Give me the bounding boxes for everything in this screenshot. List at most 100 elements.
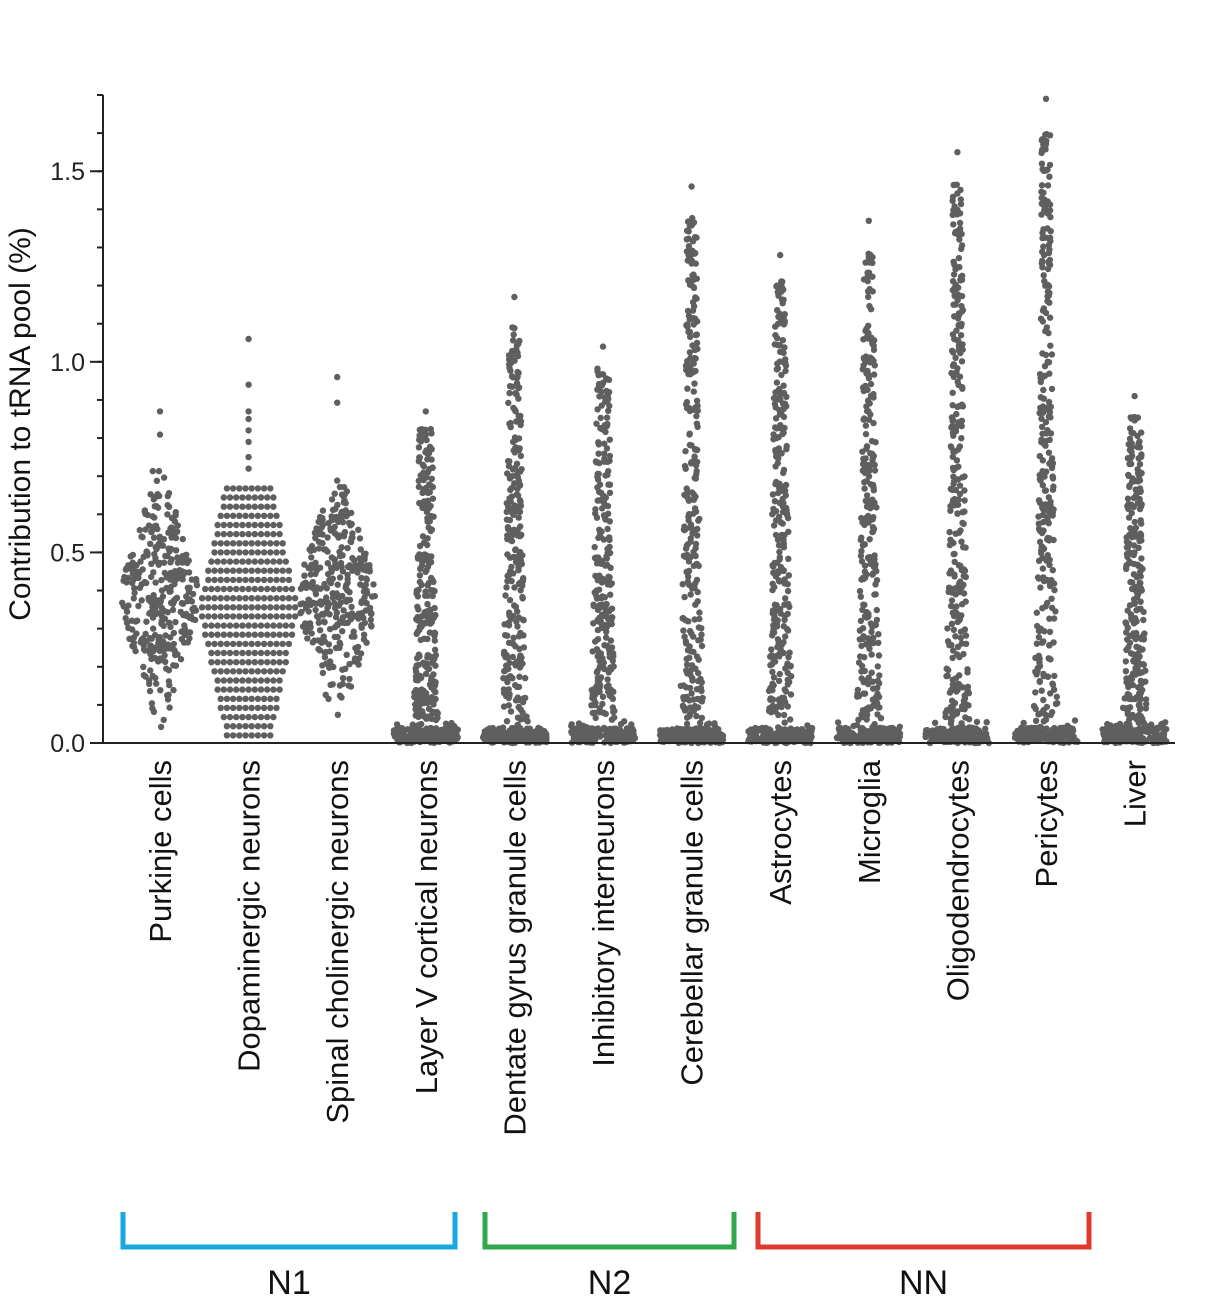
data-point	[1040, 386, 1047, 394]
data-point	[223, 549, 231, 556]
data-point	[260, 540, 268, 547]
data-point	[153, 477, 161, 484]
data-point	[504, 577, 511, 585]
data-point	[185, 569, 193, 576]
data-point	[954, 190, 961, 197]
data-point	[430, 671, 437, 678]
data-point	[602, 634, 610, 641]
data-point	[257, 521, 265, 529]
data-point	[337, 641, 344, 648]
data-point	[1036, 678, 1044, 686]
data-point	[328, 662, 335, 669]
data-point	[140, 663, 147, 671]
data-point	[217, 604, 224, 611]
data-point	[777, 251, 784, 259]
data-point	[223, 512, 231, 519]
data-point	[595, 586, 603, 593]
data-point	[774, 459, 781, 467]
data-point	[202, 622, 209, 629]
data-point	[693, 735, 701, 742]
data-point	[429, 464, 436, 471]
category-label: Inhibitory interneurons	[586, 760, 621, 1067]
data-point	[781, 344, 788, 351]
data-point	[780, 711, 788, 719]
data-point	[1042, 442, 1049, 449]
data-point	[611, 714, 618, 721]
data-point	[510, 331, 517, 338]
data-point	[119, 599, 126, 606]
data-point	[143, 618, 150, 625]
data-point	[594, 368, 601, 375]
data-point	[951, 604, 959, 611]
data-point	[949, 402, 956, 409]
data-point	[319, 516, 326, 523]
data-point	[279, 613, 286, 620]
data-point	[593, 595, 601, 602]
data-point	[162, 552, 169, 560]
data-point	[500, 689, 508, 697]
data-point	[686, 316, 693, 323]
data-point	[1128, 460, 1135, 468]
data-points	[119, 95, 1170, 747]
data-point	[869, 524, 877, 531]
data-point	[514, 526, 521, 534]
data-point	[426, 681, 434, 688]
data-point	[502, 667, 509, 674]
data-point	[579, 732, 586, 740]
data-point	[945, 588, 952, 595]
data-point	[270, 494, 277, 501]
data-point	[309, 562, 316, 569]
data-point	[797, 736, 804, 744]
data-point	[950, 371, 957, 378]
data-point	[257, 494, 265, 501]
data-point	[339, 628, 346, 635]
data-point	[896, 723, 903, 730]
data-point	[605, 376, 613, 383]
data-point	[242, 704, 249, 712]
data-point	[693, 712, 700, 720]
data-point	[276, 677, 283, 684]
data-point	[242, 567, 249, 574]
data-point	[860, 678, 867, 686]
data-point	[325, 695, 332, 703]
data-point	[415, 444, 423, 451]
data-point	[858, 731, 865, 739]
data-point	[415, 483, 423, 491]
data-point	[1046, 173, 1053, 180]
data-point	[173, 594, 181, 601]
data-point	[1039, 350, 1046, 357]
data-point	[251, 503, 258, 510]
data-point	[156, 431, 164, 438]
data-point	[693, 471, 700, 478]
data-point	[962, 598, 969, 605]
data-point	[260, 512, 268, 519]
data-point	[423, 693, 430, 700]
data-point	[220, 686, 227, 693]
data-point	[1047, 414, 1054, 421]
data-point	[961, 626, 969, 633]
data-point	[257, 631, 265, 638]
data-point	[334, 517, 341, 524]
data-point	[1035, 557, 1043, 564]
data-point	[869, 357, 876, 364]
data-point	[952, 530, 959, 537]
data-point	[1124, 624, 1132, 631]
data-point	[1138, 469, 1145, 477]
data-point	[865, 322, 872, 329]
data-point	[506, 659, 513, 667]
data-point	[236, 567, 243, 574]
data-point	[688, 183, 695, 190]
data-point	[161, 652, 168, 659]
data-point	[260, 604, 268, 611]
data-point	[167, 525, 174, 532]
data-point	[592, 736, 599, 743]
data-point	[775, 292, 782, 299]
data-point	[956, 311, 963, 318]
data-point	[1126, 446, 1134, 454]
data-point	[692, 493, 699, 500]
data-point	[780, 544, 788, 551]
data-point	[696, 615, 703, 623]
data-point	[425, 615, 432, 622]
data-point	[787, 716, 794, 723]
data-point	[685, 488, 692, 496]
